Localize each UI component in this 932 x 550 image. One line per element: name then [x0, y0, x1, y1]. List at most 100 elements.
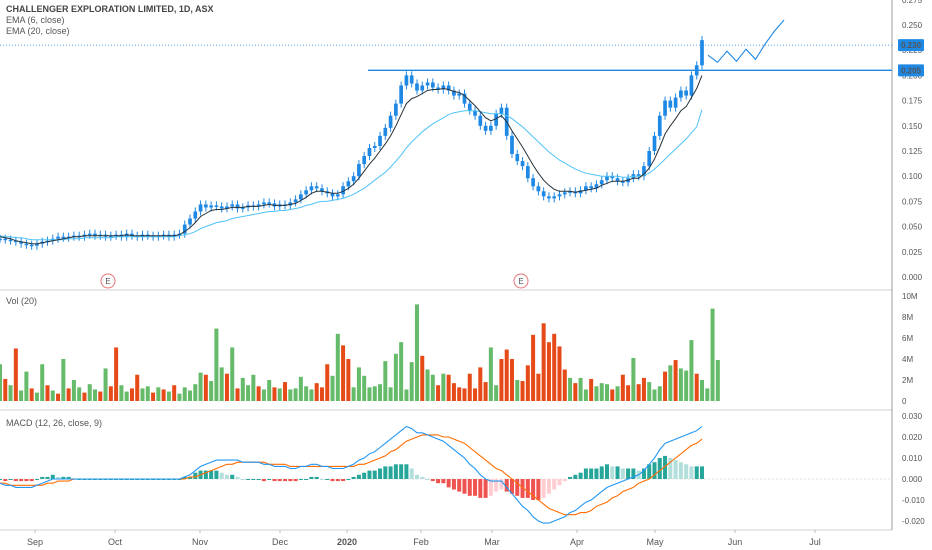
- macd-histogram-bar: [203, 470, 208, 479]
- candle-body: [240, 207, 245, 209]
- volume-tick-label: 2M: [902, 376, 913, 385]
- candle-body: [562, 192, 567, 195]
- volume-bar: [647, 382, 652, 401]
- macd-histogram-bar: [446, 479, 451, 488]
- candle-body: [647, 151, 652, 167]
- macd-histogram-bar: [378, 468, 383, 479]
- candle-body: [568, 191, 572, 193]
- macd-histogram-bar: [546, 479, 551, 494]
- candle-body: [304, 190, 308, 195]
- volume-bar: [98, 391, 103, 401]
- macd-histogram-bar: [219, 472, 224, 479]
- volume-bar: [478, 367, 483, 401]
- macd-histogram-bar: [319, 479, 324, 480]
- macd-histogram-bar: [414, 474, 419, 479]
- volume-bar: [114, 347, 119, 401]
- volume-bar: [135, 374, 140, 401]
- macd-histogram-bar: [356, 474, 361, 479]
- volume-label[interactable]: Vol (20): [6, 296, 38, 306]
- candle-body: [346, 181, 351, 187]
- macd-histogram-bar: [499, 479, 504, 490]
- volume-bar: [8, 385, 13, 401]
- volume-bar: [473, 388, 478, 401]
- projection-path: [707, 19, 785, 64]
- candle-body: [299, 194, 303, 200]
- volume-bar: [641, 377, 646, 401]
- macd-histogram-bar: [240, 479, 245, 480]
- candle-body: [214, 205, 219, 207]
- volume-tick-label: 10M: [902, 292, 918, 301]
- volume-bar: [40, 364, 45, 401]
- macd-histogram-bar: [399, 464, 404, 479]
- volume-bar: [304, 386, 309, 401]
- volume-bar: [261, 389, 266, 401]
- macd-histogram-bar: [631, 468, 636, 479]
- macd-histogram-bar: [568, 476, 573, 479]
- macd-histogram-bar: [335, 479, 340, 482]
- candle-body: [209, 205, 213, 208]
- candle-body: [204, 204, 208, 208]
- volume-bar: [520, 381, 525, 401]
- volume-bar: [156, 387, 161, 401]
- candle-body: [19, 241, 23, 244]
- volume-bar: [325, 364, 330, 401]
- x-tick-label: Oct: [108, 537, 123, 547]
- price-tick-label: 0.150: [902, 122, 923, 131]
- volume-bar: [604, 384, 609, 401]
- macd-histogram-bar: [267, 479, 272, 480]
- volume-bar: [362, 375, 367, 401]
- candle-body: [642, 166, 646, 177]
- volume-bar: [451, 383, 456, 401]
- macd-histogram-bar: [663, 455, 668, 479]
- candle-body: [679, 90, 683, 98]
- volume-bar: [108, 386, 113, 401]
- volume-bar: [283, 382, 288, 401]
- volume-bar: [335, 333, 340, 401]
- macd-histogram-bar: [314, 476, 319, 479]
- candle-body: [235, 204, 240, 209]
- macd-histogram-bar: [298, 479, 303, 480]
- macd-histogram-bar: [678, 462, 683, 479]
- candle-body: [673, 97, 678, 108]
- candle-body: [225, 206, 229, 209]
- volume-bar: [552, 333, 557, 401]
- volume-bar: [668, 365, 673, 401]
- candle-body: [510, 135, 514, 155]
- macd-histogram-bar: [235, 476, 240, 479]
- candle-body: [335, 194, 340, 197]
- candle-body: [441, 85, 446, 90]
- volume-bar: [494, 385, 499, 401]
- candle-body: [615, 178, 620, 182]
- macd-histogram-bar: [8, 479, 13, 480]
- candle-body: [663, 100, 667, 116]
- macd-histogram-bar: [40, 476, 45, 479]
- x-tick-label: Sep: [27, 537, 43, 547]
- volume-tick-label: 8M: [902, 313, 913, 322]
- candle-body: [3, 238, 8, 241]
- macd-histogram-bar: [531, 479, 536, 500]
- volume-bar: [383, 361, 388, 401]
- volume-bar: [288, 389, 293, 401]
- volume-bar: [166, 391, 171, 401]
- macd-histogram-bar: [425, 479, 430, 480]
- volume-bar: [699, 380, 705, 401]
- price-tick-label: 0.050: [902, 223, 923, 232]
- macd-histogram-bar: [325, 479, 330, 480]
- symbol-title[interactable]: CHALLENGER EXPLORATION LIMITED, 1D, ASX: [6, 4, 214, 14]
- macd-histogram-bar: [488, 479, 493, 496]
- macd-histogram-bar: [604, 464, 609, 479]
- macd-histogram-bar: [288, 479, 293, 482]
- macd-histogram-bar: [388, 466, 393, 479]
- macd-histogram-bar: [441, 479, 446, 484]
- volume-bar: [483, 382, 488, 401]
- macd-label[interactable]: MACD (12, 26, close, 9): [6, 418, 103, 428]
- ema-long-label[interactable]: EMA (20, close): [6, 26, 70, 36]
- x-tick-label: 2020: [337, 537, 357, 547]
- candle-body: [541, 191, 546, 197]
- candle-body: [499, 107, 504, 114]
- ema-short-label[interactable]: EMA (6, close): [6, 15, 65, 25]
- macd-histogram-bar: [641, 468, 646, 479]
- candle-body: [320, 188, 324, 192]
- macd-histogram-bar: [188, 476, 193, 479]
